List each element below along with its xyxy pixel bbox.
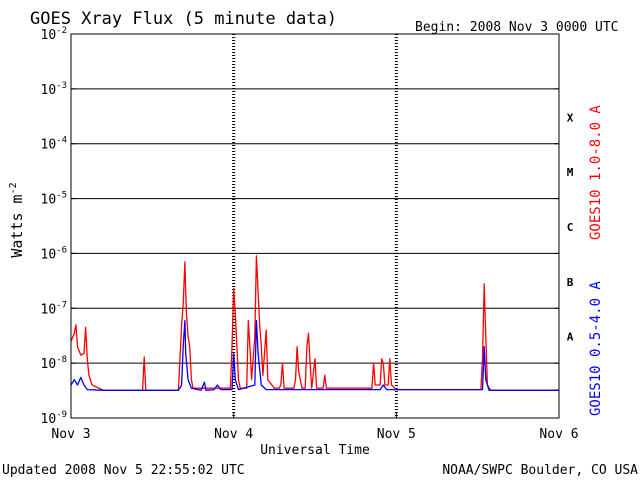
series-layer — [70, 255, 559, 391]
y-tick-label: 10-3 — [41, 81, 68, 98]
begin-label: Begin: 2008 Nov 3 0000 UTC — [415, 20, 619, 35]
plot-frame — [70, 33, 560, 419]
y-tick-exp: -9 — [56, 410, 67, 420]
grid — [71, 88, 559, 364]
y-tick-base: 10 — [41, 83, 57, 98]
flare-class-a: A — [567, 331, 574, 344]
legend-series-long: GOES10 1.0-8.0 A — [588, 105, 604, 240]
x-tick-label: Nov 5 — [377, 427, 416, 442]
y-tick-exp: -3 — [56, 81, 67, 91]
x-axis-label: Universal Time — [260, 443, 370, 458]
y-tick-base: 10 — [41, 357, 57, 372]
y-tick-exp: -2 — [56, 26, 67, 36]
y-tick-exp: -8 — [56, 355, 67, 365]
y-tick-exp: -4 — [56, 136, 67, 146]
y-tick-base: 10 — [41, 28, 57, 43]
y-tick-label: 10-2 — [41, 26, 68, 43]
y-tick-exp: -6 — [56, 245, 67, 255]
flare-class-labels: A B C M X — [567, 111, 574, 343]
y-tick-label: 10-6 — [41, 245, 68, 262]
x-tick-label: Nov 3 — [51, 427, 90, 442]
footer-updated: Updated 2008 Nov 5 22:55:02 UTC — [2, 463, 245, 478]
x-tick-label: Nov 6 — [539, 427, 578, 442]
y-tick-label: 10-4 — [41, 136, 68, 153]
flare-class-b: B — [567, 276, 574, 289]
y-axis-label-exp: -2 — [8, 182, 19, 194]
y-tick-exp: -7 — [56, 300, 67, 310]
y-axis-label: Watts m-2 — [8, 182, 26, 257]
y-tick-base: 10 — [41, 412, 57, 427]
flare-class-m: M — [567, 166, 574, 179]
y-tick-base: 10 — [41, 247, 57, 262]
y-tick-base: 10 — [41, 138, 57, 153]
y-tick-label: 10-8 — [41, 355, 68, 372]
y-tick-labels: 10-910-810-710-610-510-410-310-2 — [41, 26, 559, 427]
legend-series-short: GOES10 0.5-4.0 A — [588, 281, 604, 416]
flare-class-c: C — [567, 221, 574, 234]
y-axis-label-base: Watts m — [8, 194, 26, 257]
flare-class-x: X — [567, 111, 574, 124]
svg-text:Watts m-2: Watts m-2 — [8, 182, 26, 257]
series-line-1 — [70, 319, 559, 391]
y-tick-label: 10-7 — [41, 300, 68, 317]
footer-agency: NOAA/SWPC Boulder, CO USA — [442, 463, 638, 478]
x-tick-labels: Nov 3 Nov 4 Nov 5 Nov 6 — [51, 412, 579, 442]
chart-title: GOES Xray Flux (5 minute data) — [30, 9, 337, 29]
day-separators — [232, 34, 398, 418]
y-tick-label: 10-5 — [41, 191, 68, 208]
x-tick-label: Nov 4 — [214, 427, 253, 442]
y-tick-exp: -5 — [56, 191, 67, 201]
y-tick-base: 10 — [41, 302, 57, 317]
legend: GOES10 1.0-8.0 A GOES10 0.5-4.0 A — [588, 105, 604, 416]
y-tick-label: 10-9 — [41, 410, 68, 427]
y-tick-base: 10 — [41, 193, 57, 208]
